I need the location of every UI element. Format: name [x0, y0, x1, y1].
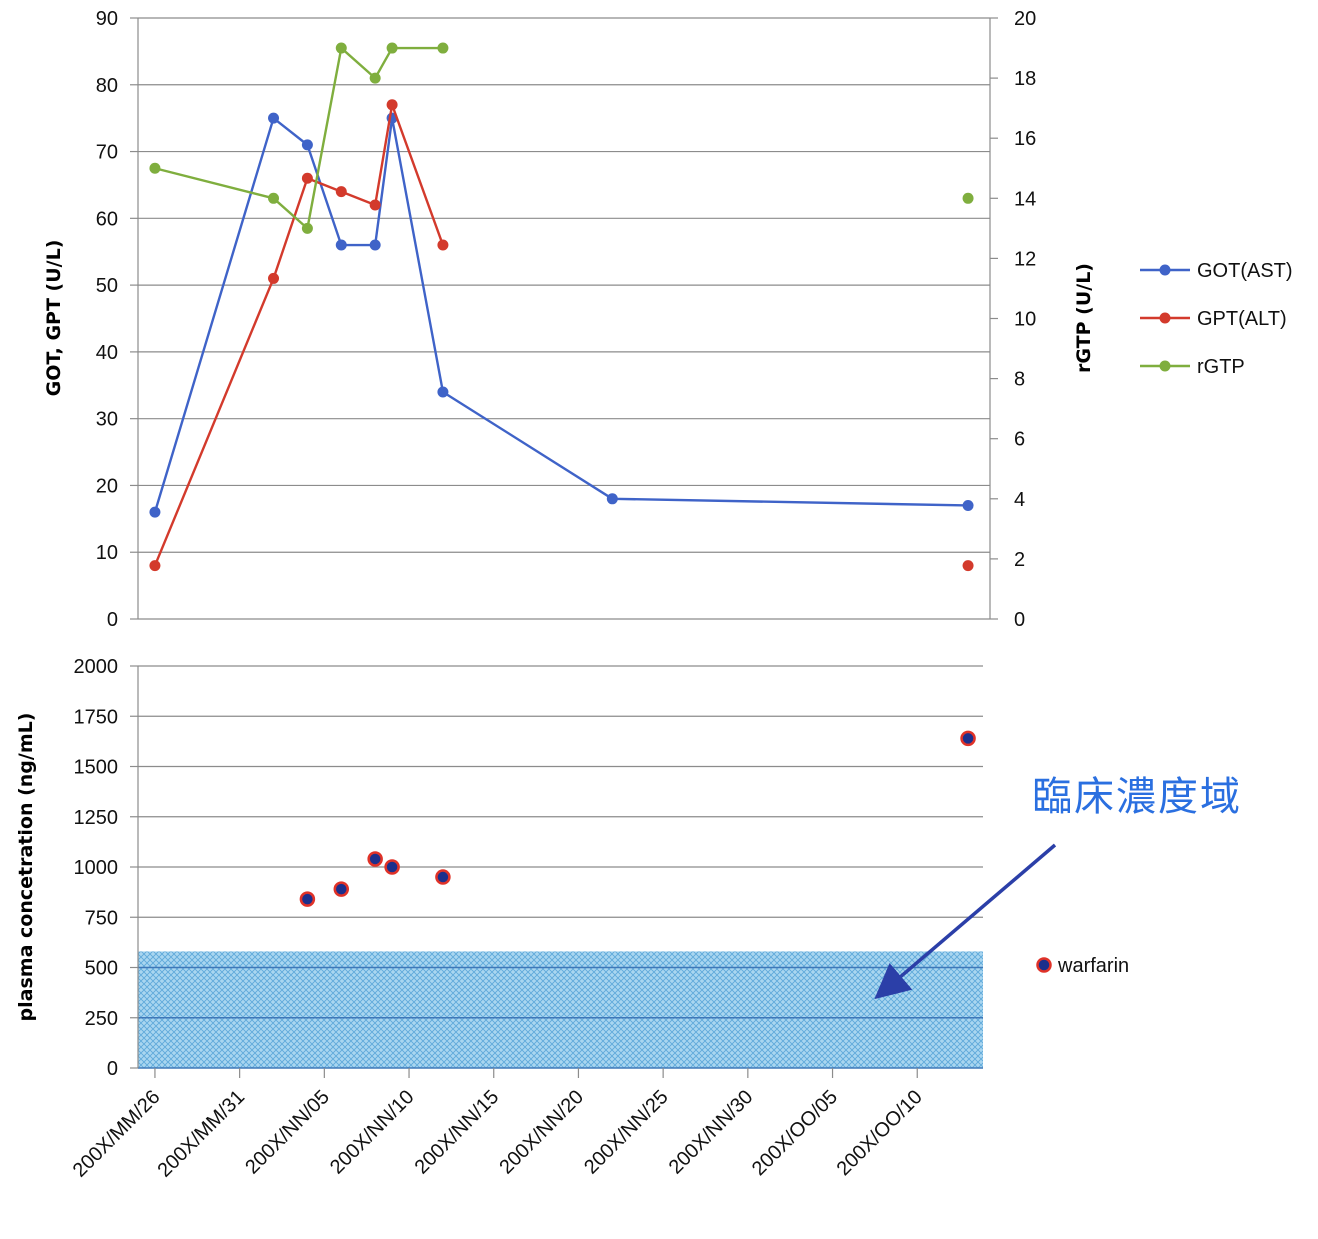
data-point	[268, 272, 280, 284]
legend-marker	[1159, 360, 1171, 372]
left-axis-tick-label: 20	[96, 475, 118, 497]
data-point	[386, 99, 398, 111]
data-point	[962, 499, 974, 511]
left-axis-tick-label: 80	[96, 75, 118, 97]
legend-marker	[1159, 264, 1171, 276]
bottom-axis-tick-label: 750	[85, 907, 118, 929]
data-point	[437, 386, 449, 398]
data-point	[149, 162, 161, 174]
x-axis-tick-label: 200X/NN/25	[580, 1086, 673, 1179]
x-axis-tick-label: 200X/OO/05	[748, 1086, 842, 1180]
legend-label: warfarin	[1057, 955, 1129, 977]
x-axis-tick-label: 200X/NN/20	[495, 1086, 588, 1179]
right-axis-tick-label: 0	[1014, 609, 1025, 631]
x-axis-tick-label: 200X/OO/10	[833, 1086, 927, 1180]
data-point	[301, 172, 313, 184]
right-axis-title: rGTP (U/L)	[1073, 263, 1095, 373]
data-point	[149, 506, 161, 518]
left-axis-tick-label: 40	[96, 342, 118, 364]
bottom-axis-title: plasma concetration (ng/mL)	[15, 713, 37, 1022]
right-axis-tick-label: 16	[1014, 128, 1036, 150]
bottom-axis-tick-label: 2000	[74, 656, 119, 678]
clinical-range-label: 臨床濃度域	[1032, 774, 1242, 820]
legend-label: rGTP	[1197, 356, 1245, 378]
data-point	[149, 560, 161, 572]
bottom-axis-tick-label: 1500	[74, 757, 119, 779]
bottom-axis-tick-label: 1250	[74, 807, 119, 829]
legend-label: GOT(AST)	[1197, 260, 1293, 282]
warfarin-point	[333, 881, 350, 897]
x-axis-tick-label: 200X/NN/15	[411, 1086, 504, 1179]
right-axis-tick-label: 20	[1014, 8, 1036, 30]
data-point	[335, 239, 347, 251]
legend-marker	[1036, 957, 1052, 973]
bottom-axis-tick-label: 500	[85, 958, 118, 980]
clinical-range-band	[138, 951, 983, 1068]
data-point	[962, 560, 974, 572]
warfarin-point	[435, 869, 451, 885]
x-axis-tick-label: 200X/MM/26	[69, 1086, 165, 1182]
data-point	[606, 493, 618, 505]
data-point	[386, 42, 398, 54]
left-axis-tick-label: 30	[96, 409, 118, 431]
left-axis-tick-label: 0	[107, 609, 118, 631]
bottom-axis-tick-label: 0	[107, 1058, 118, 1080]
left-axis-tick-label: 50	[96, 275, 118, 297]
right-axis-tick-label: 18	[1014, 68, 1036, 90]
right-axis-tick-label: 6	[1014, 429, 1025, 451]
data-point	[437, 42, 449, 54]
left-axis-tick-label: 60	[96, 208, 118, 230]
warfarin-point	[367, 851, 383, 867]
data-point	[369, 199, 381, 211]
right-axis-tick-label: 8	[1014, 369, 1025, 391]
series-line-got-ast-	[153, 116, 969, 513]
left-axis-tick-label: 70	[96, 142, 118, 164]
right-axis-tick-label: 4	[1014, 489, 1025, 511]
data-point	[369, 239, 381, 251]
right-axis-tick-label: 10	[1014, 309, 1036, 331]
bottom-axis-tick-label: 1750	[74, 706, 119, 728]
right-axis-tick-label: 12	[1014, 248, 1036, 270]
series-line-gpt-alt-	[153, 103, 445, 567]
x-axis-tick-label: 200X/MM/31	[153, 1086, 249, 1182]
left-axis-title: GOT, GPT (U/L)	[43, 240, 65, 397]
right-axis-tick-label: 14	[1014, 188, 1036, 210]
data-point	[335, 186, 347, 198]
data-point	[335, 42, 347, 54]
data-point	[962, 192, 974, 204]
left-axis-tick-label: 90	[96, 8, 118, 30]
x-axis-tick-label: 200X/NN/10	[326, 1086, 419, 1179]
warfarin-point	[384, 859, 400, 875]
data-point	[301, 222, 313, 234]
right-axis-tick-label: 2	[1014, 549, 1025, 571]
warfarin-point	[960, 730, 976, 747]
legend-marker	[1159, 312, 1171, 324]
data-point	[437, 239, 449, 251]
data-point	[268, 192, 280, 204]
warfarin-point	[299, 891, 316, 907]
legend-label: GPT(ALT)	[1197, 308, 1287, 330]
bottom-axis-tick-label: 250	[85, 1008, 118, 1030]
annotation-arrow	[874, 843, 1057, 1000]
data-point	[369, 72, 381, 84]
data-point	[268, 112, 280, 124]
left-axis-tick-label: 10	[96, 542, 118, 564]
x-axis-tick-label: 200X/NN/05	[241, 1086, 334, 1179]
bottom-axis-tick-label: 1000	[74, 857, 119, 879]
warfarin-concentration-chart: 0 250 500 750 1000 1250 1500 1750 2000 200X/MM/26…	[15, 656, 1242, 1182]
data-point	[301, 139, 313, 151]
liver-enzyme-chart: 0 10 20 30 40 50 60 70 80 90 0 2 4 6 8 10 12 14 16 18 20 GOT,…	[43, 8, 1293, 631]
x-axis-tick-label: 200X/NN/30	[665, 1086, 758, 1179]
